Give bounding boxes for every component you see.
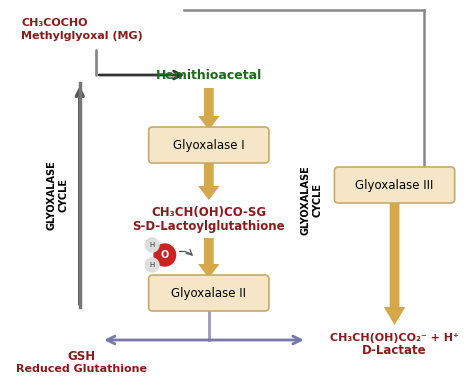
Polygon shape bbox=[198, 159, 219, 200]
Circle shape bbox=[145, 238, 159, 252]
Text: Glyoxalase II: Glyoxalase II bbox=[171, 286, 246, 299]
Text: H: H bbox=[149, 242, 155, 248]
Text: GLYOXALASE
CYCLE: GLYOXALASE CYCLE bbox=[46, 160, 68, 230]
Text: Glyoxalase III: Glyoxalase III bbox=[356, 178, 434, 191]
Text: S-D-Lactoylglutathione: S-D-Lactoylglutathione bbox=[133, 220, 285, 233]
Text: GSH: GSH bbox=[68, 350, 96, 363]
Polygon shape bbox=[198, 88, 219, 130]
FancyBboxPatch shape bbox=[149, 127, 269, 163]
Text: Reduced Glutathione: Reduced Glutathione bbox=[16, 364, 147, 374]
Text: Hemithioacetal: Hemithioacetal bbox=[155, 68, 262, 81]
Text: GLYOXALASE
CYCLE: GLYOXALASE CYCLE bbox=[300, 165, 323, 235]
Text: CH₃COCHO
Methylglyoxal (MG): CH₃COCHO Methylglyoxal (MG) bbox=[21, 18, 143, 41]
Text: H: H bbox=[149, 262, 155, 268]
FancyBboxPatch shape bbox=[335, 167, 455, 203]
Text: CH₃CH(OH)CO₂⁻ + H⁺: CH₃CH(OH)CO₂⁻ + H⁺ bbox=[330, 333, 459, 343]
FancyBboxPatch shape bbox=[149, 275, 269, 311]
Polygon shape bbox=[198, 238, 219, 278]
Circle shape bbox=[154, 244, 175, 266]
Polygon shape bbox=[384, 199, 405, 325]
Circle shape bbox=[145, 258, 159, 272]
Text: D-Lactate: D-Lactate bbox=[362, 345, 427, 358]
Text: Glyoxalase I: Glyoxalase I bbox=[173, 139, 245, 152]
Text: O: O bbox=[161, 250, 169, 260]
Text: CH₃CH(OH)CO-SG: CH₃CH(OH)CO-SG bbox=[151, 206, 266, 219]
